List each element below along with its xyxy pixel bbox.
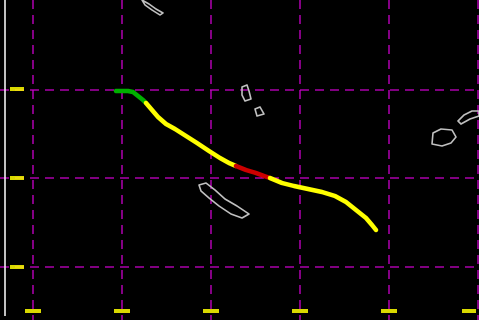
lon-label-mark-2 [114,309,130,313]
lon-label-mark-3 [203,309,219,313]
lon-label-mark-4 [292,309,308,313]
island-small-b [254,106,265,117]
track-segment-yellow-2 [267,175,379,233]
lat-label-mark-2 [10,176,24,180]
lon-label-mark-6 [462,309,476,313]
lon-label-mark-1 [25,309,41,313]
lat-label-mark-1 [10,87,24,91]
track-segment-red [233,163,273,181]
island-small-a [241,84,252,102]
lat-label-mark-3 [10,265,24,269]
island-east-b [457,110,479,125]
lon-label-mark-5 [381,309,397,313]
island-top [141,0,164,16]
track-segment-green [113,88,149,106]
island-east-a [431,128,457,147]
track-segment-yellow-1 [143,100,239,169]
island-elongated [198,182,250,219]
